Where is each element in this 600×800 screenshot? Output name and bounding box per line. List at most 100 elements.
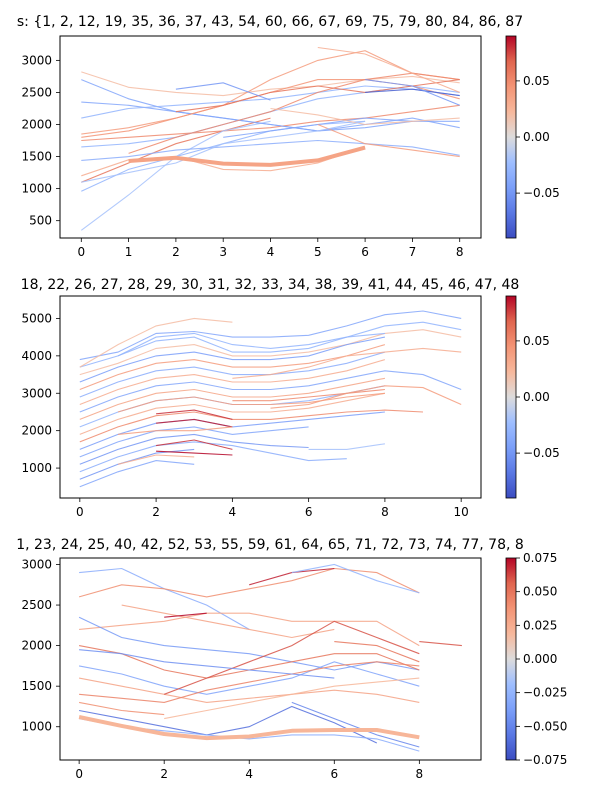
y-tick-label: 2500 <box>21 598 52 612</box>
series-line-2 <box>78 567 420 598</box>
y-tick-label: 1500 <box>21 150 52 164</box>
series-line-19 <box>156 409 233 420</box>
series-line-24 <box>117 332 385 357</box>
x-tick-label: 1 <box>125 245 133 259</box>
series-line-17 <box>79 448 195 480</box>
y-tick-label: 2500 <box>21 85 52 99</box>
subplot-3-y-ticks: 1000 1500 2000 2500 3000 <box>21 557 60 734</box>
series-line-9 <box>79 377 386 420</box>
series-line-22 <box>156 450 233 456</box>
series-line-15 <box>79 433 309 465</box>
colorbar-tick-label: 0.025 <box>523 618 557 632</box>
series-line-30 <box>117 426 233 435</box>
series-line-9 <box>81 50 460 135</box>
series-line-14 <box>79 426 309 458</box>
series-line-8 <box>79 661 420 703</box>
x-tick-label: 2 <box>172 245 180 259</box>
series-line-7 <box>78 677 420 703</box>
series-line-13 <box>249 567 335 586</box>
x-tick-label: 3 <box>219 245 227 259</box>
series-line-20 <box>156 418 233 428</box>
series-line-18 <box>270 107 460 126</box>
series-line-2 <box>79 321 462 368</box>
series-line-3 <box>79 612 420 647</box>
x-tick-label: 5 <box>314 245 322 259</box>
series-line-31 <box>79 317 233 368</box>
series-line-23 <box>117 454 195 465</box>
y-tick-label: 1000 <box>21 461 52 475</box>
x-tick-label: 6 <box>305 505 313 519</box>
series-line-26 <box>270 385 462 409</box>
subplot-2-title: 18, 22, 26, 27, 28, 29, 30, 31, 32, 33, … <box>21 277 520 293</box>
subplot-1-lines <box>80 46 460 231</box>
x-tick-label: 0 <box>77 245 85 259</box>
series-line-12 <box>164 620 420 695</box>
x-tick-label: 0 <box>76 505 84 519</box>
subplot-3-title: 1, 23, 24, 25, 40, 42, 52, 53, 55, 59, 6… <box>16 537 524 553</box>
series-line-28 <box>232 347 462 379</box>
x-tick-label: 0 <box>75 767 83 781</box>
series-line-17 <box>334 641 420 663</box>
y-tick-label: 3000 <box>21 557 52 571</box>
x-tick-label: 6 <box>361 245 369 259</box>
series-line-14 <box>128 72 460 154</box>
subplot-1-title: s: {1, 2, 12, 19, 35, 36, 37, 43, 54, 60… <box>17 14 523 30</box>
series-line-19 <box>317 46 460 93</box>
series-line-29 <box>117 392 385 413</box>
colorbar-tick-label: −0.050 <box>523 719 567 733</box>
series-line-2 <box>81 71 460 97</box>
x-tick-label: 8 <box>381 505 389 519</box>
x-tick-label: 2 <box>160 767 168 781</box>
subplot-1: s: {1, 2, 12, 19, 35, 36, 37, 43, 54, 60… <box>17 14 560 259</box>
subplot-2-lines <box>79 310 462 488</box>
colorbar-tick-label: 0.050 <box>523 585 557 599</box>
x-tick-label: 8 <box>416 767 424 781</box>
y-tick-label: 5000 <box>21 311 52 325</box>
series-line-4 <box>79 336 386 383</box>
series-line-16 <box>175 82 271 101</box>
x-tick-label: 4 <box>245 767 253 781</box>
subplot-3-x-ticks: 0 2 4 6 8 <box>75 760 423 781</box>
series-line-5 <box>81 117 271 183</box>
y-tick-label: 2000 <box>21 639 52 653</box>
series-line-20 <box>365 88 460 97</box>
series-line-11 <box>79 392 386 435</box>
y-tick-label: 1000 <box>21 720 52 734</box>
colorbar-tick-label: −0.075 <box>523 753 567 767</box>
subplot-3-lines <box>78 563 462 752</box>
series-line-22 <box>317 123 460 158</box>
series-line-16 <box>291 563 420 594</box>
subplot-3-colorbar <box>505 557 517 761</box>
subplot-1-x-ticks: 0 1 2 3 4 5 6 7 8 <box>77 238 464 259</box>
y-tick-label: 3000 <box>21 386 52 400</box>
y-tick-label: 1000 <box>21 182 52 196</box>
colorbar-tick-label: −0.05 <box>523 186 560 200</box>
x-tick-label: 6 <box>330 767 338 781</box>
colorbar-tick-label: 0.00 <box>523 390 550 404</box>
series-line-8 <box>79 370 462 413</box>
x-tick-label: 7 <box>409 245 417 259</box>
colorbar-tick-label: −0.025 <box>523 686 567 700</box>
series-line-3 <box>79 329 462 376</box>
y-tick-label: 500 <box>29 214 52 228</box>
series-line-12 <box>79 409 424 443</box>
subplot-2: 18, 22, 26, 27, 28, 29, 30, 31, 32, 33, … <box>21 277 560 519</box>
series-line-4 <box>81 104 460 142</box>
colorbar-tick-label: 0.05 <box>523 334 550 348</box>
y-tick-label: 1500 <box>21 679 52 693</box>
y-tick-label: 2000 <box>21 117 52 131</box>
series-line-6 <box>78 661 420 695</box>
subplot-2-y-ticks: 1000 2000 3000 4000 5000 <box>21 311 60 475</box>
colorbar-tick-label: 0.05 <box>523 74 550 88</box>
series-line-18 <box>79 460 195 488</box>
series-line-19 <box>79 649 335 679</box>
series-line-21 <box>78 701 165 716</box>
series-line-5 <box>79 344 386 391</box>
series-line-23 <box>81 120 366 183</box>
series-line-10 <box>79 385 386 428</box>
subplot-1-colorbar <box>505 35 517 239</box>
y-tick-label: 3000 <box>21 53 52 67</box>
subplot-2-colorbar-ticks: −0.05 0.00 0.05 <box>516 334 560 460</box>
series-line-20 <box>164 677 420 720</box>
y-tick-label: 2000 <box>21 424 52 438</box>
